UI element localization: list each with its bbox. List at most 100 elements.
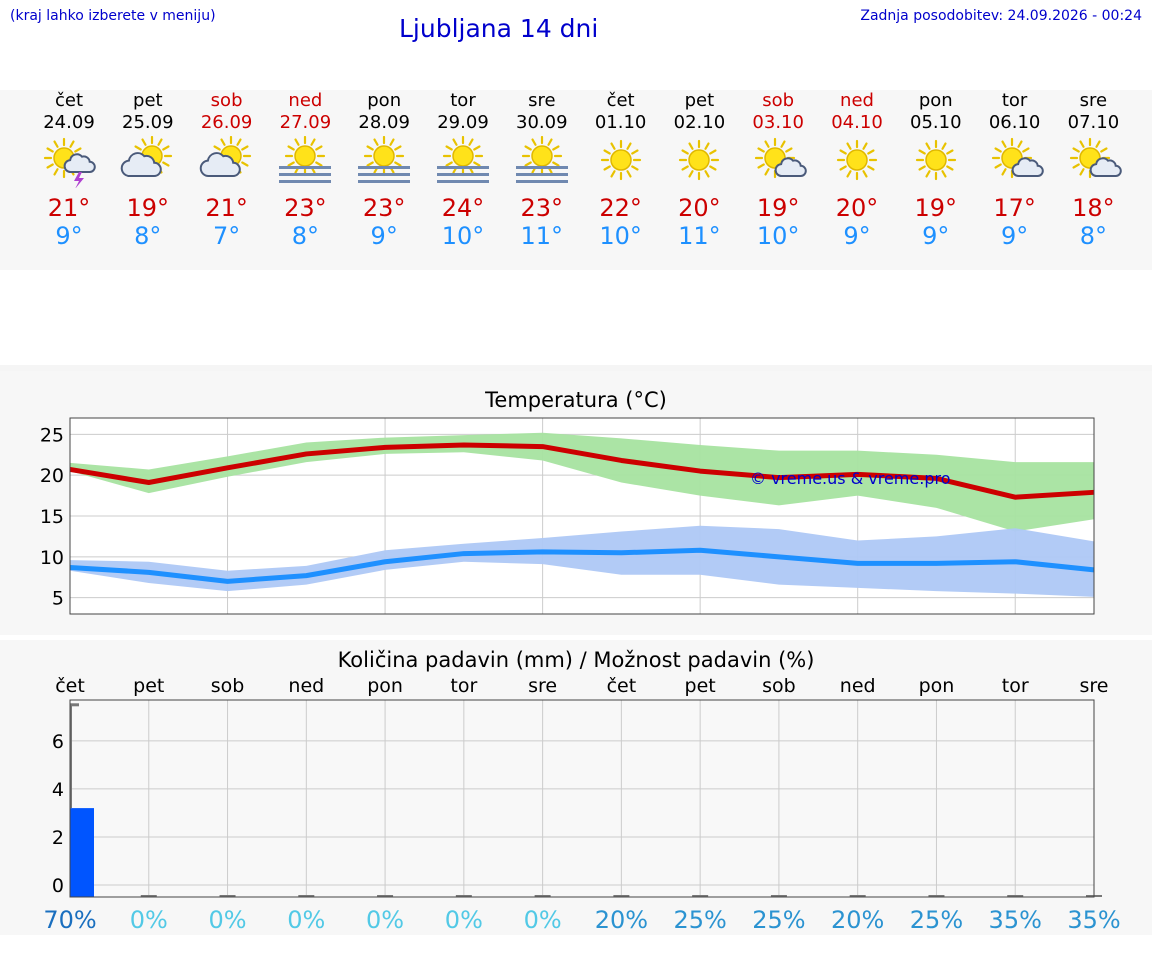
temperature-chart: 5 10 15 20 25 © vreme.us & vreme.pro <box>40 417 1095 615</box>
day-date: 07.10 <box>1067 112 1120 133</box>
max-temp: 21° <box>47 194 91 222</box>
page-title: Ljubljana 14 dni <box>399 14 599 43</box>
day-name: tor <box>1001 90 1028 111</box>
day-name: pon <box>367 90 402 111</box>
plot-frame <box>69 417 1095 615</box>
max-temp: 19° <box>756 194 800 222</box>
x-tick-label: sre <box>528 675 557 697</box>
max-temp: 23° <box>362 194 406 222</box>
day-date: 04.10 <box>831 112 883 133</box>
x-tick-label: ned <box>840 675 876 697</box>
min-temp: 10° <box>441 222 485 250</box>
sun-icon <box>600 139 641 181</box>
forecast-day: čet 24.09 21° 9° <box>30 90 108 250</box>
max-temp: 20° <box>678 194 721 222</box>
sun-icon <box>836 139 878 181</box>
day-name: pon <box>918 90 953 111</box>
max-temp: 17° <box>993 194 1036 222</box>
day-name: sre <box>1079 90 1108 111</box>
y-tick-label: 6 <box>52 731 64 753</box>
min-temp: 9° <box>922 222 950 250</box>
forecast-day: pet 25.09 19° 8° <box>109 90 187 250</box>
y-tick-label: 10 <box>40 547 64 569</box>
min-temp-band <box>70 525 1094 597</box>
day-name: pet <box>133 90 163 111</box>
max-temp: 23° <box>520 194 564 222</box>
min-temp: 8° <box>291 222 320 250</box>
temperature-title: Temperatura (°C) <box>485 388 667 412</box>
forecast-day: ned 04.10 20° 9° <box>818 90 896 250</box>
sun-cloud-icon <box>199 136 251 177</box>
day-date: 01.10 <box>594 112 647 133</box>
x-tick-label: sob <box>762 675 796 697</box>
max-temp: 24° <box>441 194 485 222</box>
forecast-day: pet 02.10 20° 11° <box>660 90 738 250</box>
plot-area <box>70 700 1094 897</box>
day-date: 28.09 <box>358 112 410 133</box>
sun-fog-icon <box>515 136 568 183</box>
precip-probability: 25% <box>673 906 726 934</box>
min-temp: 9° <box>55 222 83 250</box>
day-name: sob <box>762 90 795 111</box>
day-date: 30.09 <box>516 112 568 133</box>
x-tick-label: čet <box>607 675 637 697</box>
max-temp: 19° <box>914 194 958 222</box>
day-date: 02.10 <box>673 112 726 133</box>
day-name: pet <box>684 90 715 111</box>
min-temp: 9° <box>370 222 398 250</box>
y-tick-label: 2 <box>52 827 64 849</box>
x-tick-label: ned <box>288 675 324 697</box>
day-name: čet <box>606 90 635 111</box>
min-temp: 7° <box>212 222 241 250</box>
max-temp: 23° <box>284 194 327 222</box>
min-temp: 8° <box>134 222 162 250</box>
day-name: sre <box>528 90 556 111</box>
sun-fog-icon <box>358 136 411 183</box>
day-date: 25.09 <box>122 112 174 133</box>
min-temp: 11° <box>678 222 721 250</box>
location-hint: (kraj lahko izberete v meniju) <box>10 8 216 24</box>
precip-probability: 35% <box>1067 906 1120 934</box>
divider <box>0 365 1152 371</box>
day-date: 27.09 <box>279 112 332 133</box>
x-tick-label: pet <box>685 675 716 697</box>
day-date: 03.10 <box>752 112 804 133</box>
precipitation-title: Količina padavin (mm) / Možnost padavin … <box>337 648 815 672</box>
day-name: čet <box>54 90 84 111</box>
day-date: 26.09 <box>200 112 253 133</box>
x-tick-label: tor <box>1002 675 1029 697</box>
x-tick-label: sob <box>211 675 245 697</box>
x-tick-label: sre <box>1080 675 1109 697</box>
x-tick-label: pon <box>919 675 955 697</box>
sun-cloud-icon <box>120 136 172 177</box>
watermark: © vreme.us & vreme.pro <box>750 469 951 488</box>
precipitation-chart: 0 2 4 6 čet pet sob ned pon tor sre čet pet sob ned pon… <box>43 675 1120 934</box>
forecast-day: pon 05.10 19° 9° <box>897 90 975 250</box>
min-temp: 9° <box>1000 222 1029 250</box>
precip-probability: 0% <box>130 906 168 934</box>
precip-probability: 0% <box>366 906 404 934</box>
day-name: sob <box>210 90 243 111</box>
min-temp: 8° <box>1079 222 1108 250</box>
sun-icon <box>915 139 956 181</box>
y-tick-label: 0 <box>52 875 64 897</box>
sun-fog-icon <box>437 136 489 183</box>
sun-icon <box>679 139 720 181</box>
y-tick-label: 15 <box>40 506 64 528</box>
forecast-day: tor 29.09 24° 10° <box>424 90 502 250</box>
sun-small-cloud-icon <box>1070 137 1123 179</box>
max-temp-line <box>69 442 1095 500</box>
precip-probability: 25% <box>910 906 963 934</box>
day-name: ned <box>840 90 874 111</box>
min-temp: 10° <box>599 222 642 250</box>
forecast-strip: čet 24.09 21° 9° pet 25.09 19° 8° sob 26.09 21° 7° n… <box>0 90 1152 270</box>
day-date: 29.09 <box>437 112 489 133</box>
precip-probability: 35% <box>989 906 1042 934</box>
sun-fog-icon <box>279 136 332 183</box>
forecast-day: sre 30.09 23° 11° <box>503 90 581 250</box>
x-tick-label: pon <box>367 675 403 697</box>
last-update: Zadnja posodobitev: 24.09.2026 - 00:24 <box>860 8 1142 24</box>
forecast-day: sob 26.09 21° 7° <box>188 90 266 250</box>
min-temp-line <box>69 547 1095 584</box>
precip-bar <box>70 808 94 897</box>
